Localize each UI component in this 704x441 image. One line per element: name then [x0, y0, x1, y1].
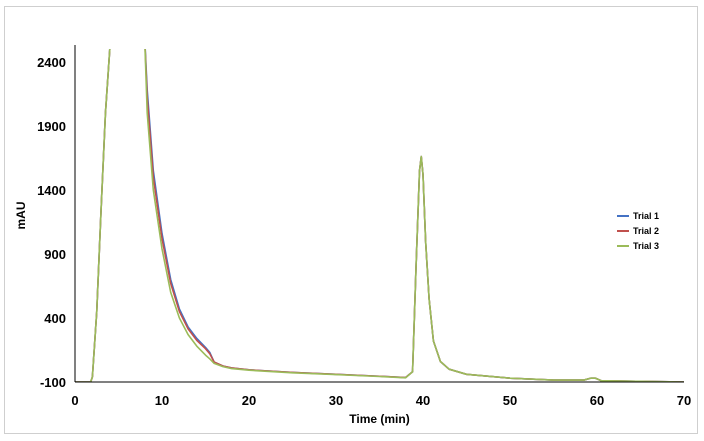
y-tick-label: -100 — [40, 375, 66, 390]
series-line-trial-1 — [75, 49, 685, 382]
y-axis-title: mAU — [14, 201, 28, 229]
y-tick-label: 1400 — [37, 183, 66, 198]
chromatogram-chart: 0 10 20 30 40 50 60 70 -100 400 900 1400 1900 2400 T… — [14, 45, 691, 426]
x-tick-label: 20 — [242, 393, 256, 408]
series-line-trial-3 — [75, 49, 685, 382]
x-tick-label: 30 — [329, 393, 343, 408]
x-tick-label: 50 — [503, 393, 517, 408]
legend: Trial 1 Trial 2 Trial 3 — [617, 211, 659, 251]
x-tick-label: 60 — [590, 393, 604, 408]
legend-label: Trial 2 — [633, 226, 659, 236]
x-axis-title: Time (min) — [349, 412, 409, 426]
x-tick-label: 40 — [416, 393, 430, 408]
series-line-trial-2 — [75, 49, 685, 382]
y-tick-label: 1900 — [37, 119, 66, 134]
legend-label: Trial 1 — [633, 211, 659, 221]
chart-frame: 0 10 20 30 40 50 60 70 -100 400 900 1400 1900 2400 T… — [4, 6, 698, 434]
y-tick-label: 900 — [44, 247, 66, 262]
legend-label: Trial 3 — [633, 241, 659, 251]
x-tick-label: 70 — [677, 393, 691, 408]
x-tick-label: 10 — [155, 393, 169, 408]
y-tick-label: 2400 — [37, 55, 66, 70]
x-tick-label: 0 — [71, 393, 78, 408]
y-tick-label: 400 — [44, 311, 66, 326]
